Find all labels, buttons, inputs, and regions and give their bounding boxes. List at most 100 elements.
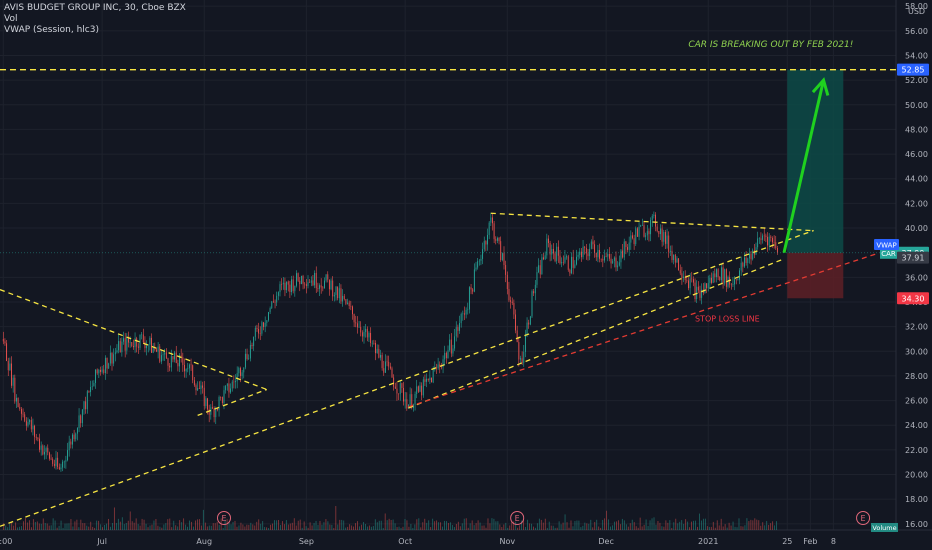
candle-body bbox=[773, 242, 775, 243]
volume-bar bbox=[270, 524, 272, 530]
candle-body bbox=[574, 264, 576, 268]
volume-bar bbox=[770, 523, 772, 530]
candle-body bbox=[508, 289, 510, 301]
breakout-arrow-head[interactable] bbox=[811, 77, 830, 96]
volume-bar bbox=[560, 524, 562, 530]
volume-bar bbox=[90, 521, 92, 530]
candle-body bbox=[699, 290, 701, 298]
volume-bar bbox=[479, 522, 481, 530]
volume-bar bbox=[11, 521, 13, 530]
volume-bar bbox=[214, 523, 216, 530]
volume-bar bbox=[234, 520, 236, 530]
volume-bar bbox=[697, 526, 698, 530]
candle-body bbox=[279, 284, 281, 293]
volume-bar bbox=[256, 521, 258, 530]
candle-body bbox=[24, 414, 26, 421]
trendline-old-upper[interactable] bbox=[0, 289, 268, 391]
trendline-second-support[interactable] bbox=[408, 258, 785, 409]
y-tick-label: 18.00 bbox=[905, 495, 928, 504]
legend-vwap[interactable]: VWAP (Session, hlc3) bbox=[4, 25, 99, 35]
candle-body bbox=[432, 369, 434, 383]
candle-body bbox=[296, 273, 297, 286]
stop-loss-line[interactable] bbox=[408, 253, 877, 408]
volume-bar bbox=[96, 520, 98, 530]
volume-bar bbox=[212, 523, 214, 530]
candle-body bbox=[650, 219, 652, 235]
volume-bar bbox=[364, 523, 366, 530]
volume-bar bbox=[570, 520, 572, 530]
price-label: 52.85 bbox=[902, 66, 925, 75]
candle-body bbox=[674, 254, 676, 263]
volume-bar bbox=[546, 527, 548, 530]
volume-bar bbox=[151, 524, 153, 530]
candle-body bbox=[73, 434, 75, 440]
volume-bar bbox=[266, 527, 268, 530]
volume-bar bbox=[246, 524, 248, 530]
annotation-stop-loss[interactable]: STOP LOSS LINE bbox=[695, 315, 760, 324]
stop-zone[interactable] bbox=[787, 252, 844, 299]
earnings-marker[interactable] bbox=[856, 511, 871, 525]
volume-bar bbox=[621, 518, 623, 530]
candle-body bbox=[123, 338, 124, 342]
volume-bar bbox=[351, 525, 353, 530]
volume-bar bbox=[645, 519, 647, 530]
volume-bar bbox=[758, 520, 760, 530]
candle-body bbox=[602, 258, 604, 261]
candle-body bbox=[193, 380, 195, 386]
volume-bar bbox=[74, 521, 76, 530]
candle-body bbox=[223, 390, 225, 404]
candle-body bbox=[4, 341, 6, 344]
candle-body bbox=[235, 381, 236, 383]
vwap-tag[interactable]: VWAP bbox=[876, 242, 896, 250]
volume-bar bbox=[525, 526, 526, 530]
volume-bar bbox=[307, 527, 309, 530]
volume-bar bbox=[699, 513, 700, 530]
candle-body bbox=[299, 280, 301, 285]
annotation-breakout[interactable]: CAR IS BREAKING OUT BY FEB 2021! bbox=[688, 40, 853, 50]
candle-body bbox=[192, 365, 194, 381]
volume-bar bbox=[34, 521, 36, 530]
candle-body bbox=[636, 228, 638, 237]
volume-bar bbox=[736, 527, 738, 530]
candle-body bbox=[156, 349, 157, 352]
volume-bar bbox=[414, 524, 416, 530]
legend-volume[interactable]: Vol bbox=[4, 14, 18, 24]
volume-bar bbox=[56, 527, 58, 530]
volume-bar bbox=[631, 519, 633, 530]
candle-body bbox=[772, 237, 773, 243]
volume-bar bbox=[708, 526, 710, 530]
volume-bar bbox=[25, 518, 26, 530]
legend-symbol[interactable]: AVIS BUDGET GROUP INC, 30, Cboe BZX bbox=[4, 3, 186, 13]
volume-bar bbox=[135, 518, 137, 530]
volume-bar bbox=[27, 522, 28, 530]
candle-body bbox=[30, 419, 32, 430]
candle-body bbox=[358, 326, 360, 328]
volume-bar bbox=[98, 520, 100, 530]
candle-body bbox=[676, 258, 678, 263]
candle-body bbox=[149, 337, 151, 345]
trendline-main-support[interactable] bbox=[0, 229, 814, 527]
candle-body bbox=[704, 283, 706, 293]
volume-bar bbox=[196, 519, 198, 530]
volume-bar bbox=[671, 527, 673, 530]
candle-body bbox=[401, 383, 403, 388]
candle-body bbox=[460, 313, 462, 324]
earnings-marker[interactable] bbox=[217, 511, 231, 525]
candle-body bbox=[65, 460, 67, 462]
candle-body bbox=[516, 330, 518, 343]
profit-zone[interactable] bbox=[787, 69, 844, 253]
earnings-marker[interactable] bbox=[510, 511, 525, 525]
candle-body bbox=[48, 452, 50, 459]
candle-body bbox=[312, 280, 314, 286]
candle-body bbox=[455, 327, 457, 337]
candle-body bbox=[137, 346, 139, 348]
volume-bar bbox=[357, 521, 358, 530]
trendline-old-lower[interactable] bbox=[197, 388, 268, 416]
breakout-arrow[interactable] bbox=[782, 79, 825, 254]
volume-bar bbox=[590, 519, 592, 530]
candle-body bbox=[347, 302, 348, 304]
candle-body bbox=[709, 277, 711, 284]
volume-bar bbox=[704, 518, 706, 530]
